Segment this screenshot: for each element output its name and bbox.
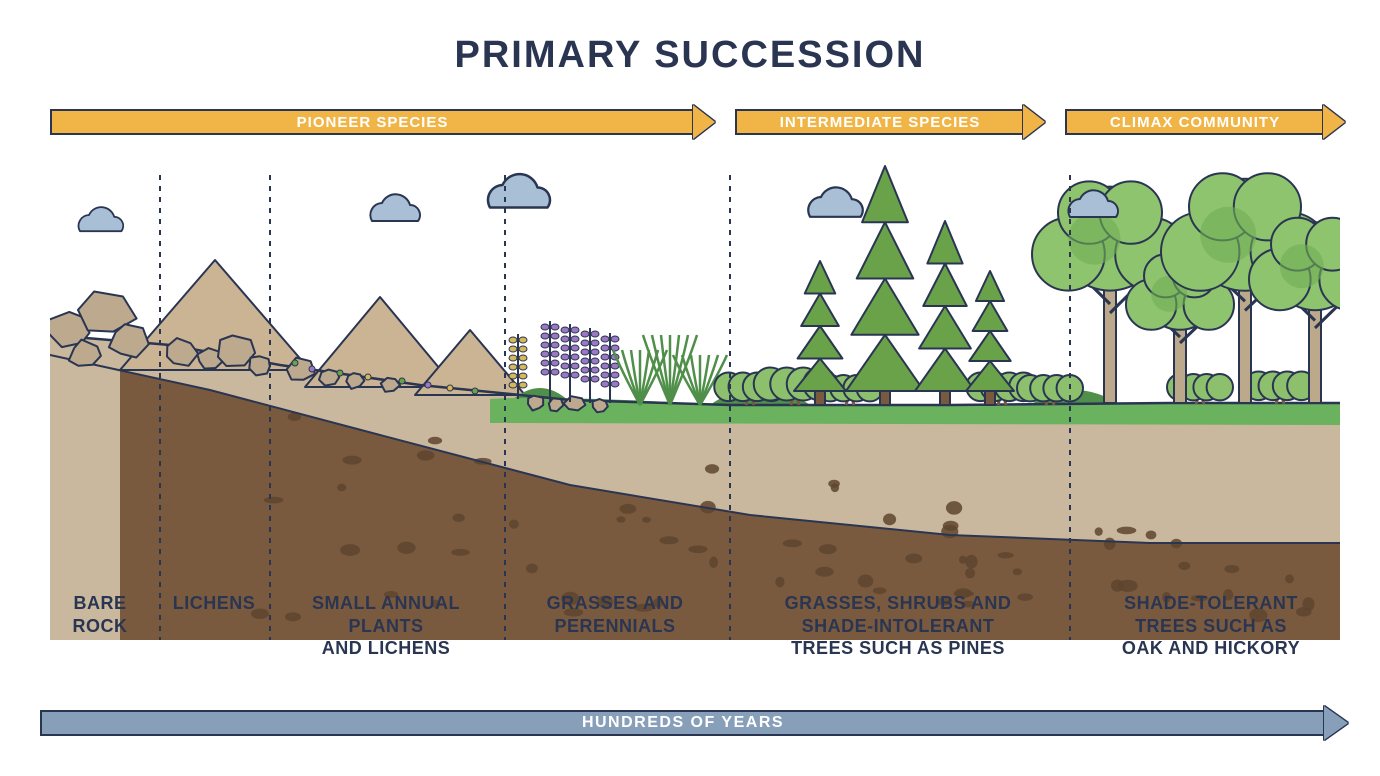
stage-label-lichens: LICHENS <box>164 592 264 615</box>
category-arrow-climax: CLIMAX COMMUNITY <box>1065 105 1345 139</box>
lichen-dot-icon <box>309 366 315 372</box>
rock-icon <box>319 370 339 386</box>
arrow-head-icon <box>1323 105 1345 139</box>
lichen-dot-icon <box>337 370 343 376</box>
flower-icon <box>581 328 599 403</box>
time-arrow-label: HUNDREDS OF YEARS <box>40 710 1324 736</box>
lichen-dot-icon <box>425 382 431 388</box>
flower-icon <box>601 333 619 403</box>
category-arrow-label: PIONEER SPECIES <box>50 109 693 135</box>
cloud-icon <box>370 194 420 221</box>
stage-label-bare-rock: BAREROCK <box>50 592 150 637</box>
category-arrow-label: INTERMEDIATE SPECIES <box>735 109 1023 135</box>
cloud-icon <box>79 207 124 231</box>
arrow-head-icon <box>693 105 715 139</box>
pine-tree-icon <box>794 261 846 405</box>
category-arrow-intermediate: INTERMEDIATE SPECIES <box>735 105 1045 139</box>
lichen-dot-icon <box>472 388 478 394</box>
stage-label-grass-per: GRASSES ANDPERENNIALS <box>510 592 720 637</box>
stage-label-shrub-pine: GRASSES, SHRUBS ANDSHADE-INTOLERANTTREES… <box>738 592 1058 660</box>
shrub-icon <box>1244 372 1315 405</box>
succession-illustration <box>50 155 1340 640</box>
rock-icon <box>249 356 269 375</box>
lichen-dot-icon <box>292 360 298 366</box>
cloud-icon <box>488 174 550 207</box>
cloud-icon <box>808 187 863 216</box>
stage-label-oak-hick: SHADE-TOLERANTTREES SUCH ASOAK AND HICKO… <box>1076 592 1346 660</box>
pine-tree-icon <box>915 221 975 405</box>
pine-tree-icon <box>966 271 1014 405</box>
stage-label-small-ann: SMALL ANNUALPLANTSAND LICHENS <box>276 592 496 660</box>
lichen-dot-icon <box>399 378 405 384</box>
time-arrow: HUNDREDS OF YEARS <box>40 706 1348 740</box>
lichen-dot-icon <box>365 374 371 380</box>
lichen-dot-icon <box>447 385 453 391</box>
category-arrow-label: CLIMAX COMMUNITY <box>1065 109 1323 135</box>
arrow-head-icon <box>1023 105 1045 139</box>
category-arrow-pioneer: PIONEER SPECIES <box>50 105 715 139</box>
diagram-title: PRIMARY SUCCESSION <box>0 34 1380 77</box>
time-arrow-head <box>1324 706 1348 740</box>
flower-icon <box>561 324 579 402</box>
shrub-icon <box>1017 375 1083 405</box>
rock-icon <box>593 399 608 412</box>
